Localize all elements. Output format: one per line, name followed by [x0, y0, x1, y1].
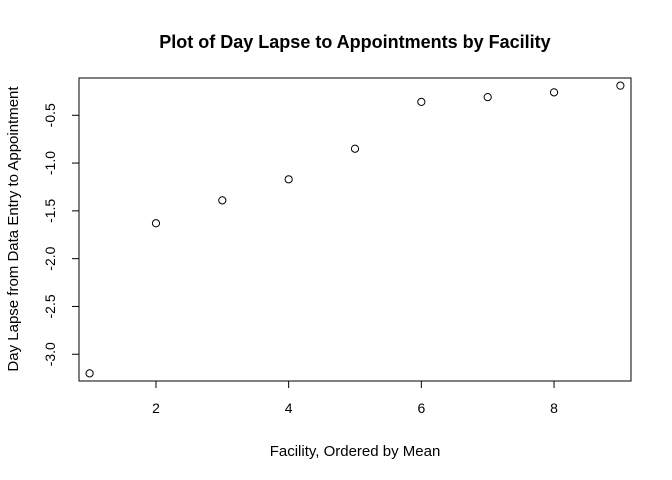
data-point: [85, 369, 94, 378]
data-point: [218, 196, 227, 205]
data-points: [85, 81, 625, 378]
y-tick-label: -1.0: [42, 151, 58, 175]
plot-frame: [78, 77, 632, 382]
data-point: [417, 97, 426, 106]
data-point: [483, 93, 492, 102]
y-tick-label: -2.5: [42, 294, 58, 318]
data-point: [616, 81, 625, 90]
y-tick-label: -0.5: [42, 103, 58, 127]
x-axis-label: Facility, Ordered by Mean: [270, 443, 441, 460]
data-point: [151, 219, 161, 228]
data-point: [350, 144, 360, 153]
y-axis: -3.0 -2.5 -2.0 -1.5 -1.0 -0.5: [42, 103, 80, 366]
x-axis: 2 4 6 8: [152, 380, 558, 416]
y-tick-label: -2.0: [42, 246, 58, 270]
y-tick-label: -3.0: [42, 342, 58, 366]
y-tick-label: -1.5: [42, 199, 58, 223]
data-point: [284, 175, 293, 184]
x-tick-label: 4: [285, 400, 293, 416]
x-tick-label: 6: [417, 400, 425, 416]
x-tick-label: 8: [550, 400, 558, 416]
chart-title: Plot of Day Lapse to Appointments by Fac…: [159, 32, 550, 52]
x-tick-label: 2: [152, 400, 160, 416]
y-axis-label: Day Lapse from Data Entry to Appointment: [5, 86, 22, 372]
data-point: [549, 88, 559, 97]
